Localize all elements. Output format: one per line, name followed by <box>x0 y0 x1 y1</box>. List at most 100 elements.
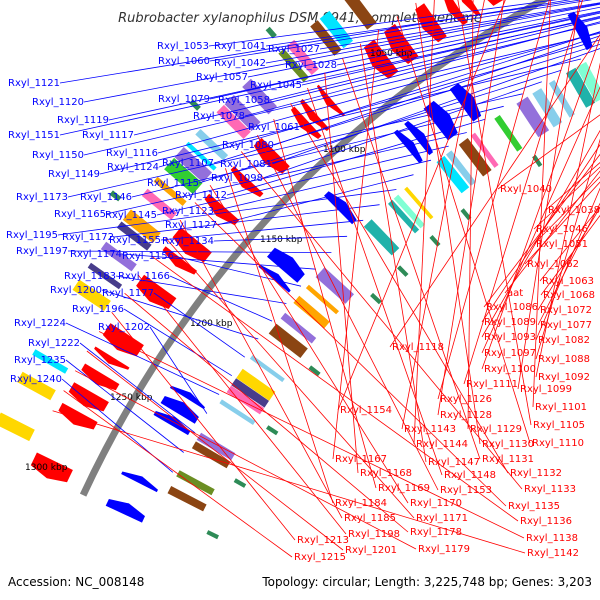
tick-label: 1300 kbp <box>25 463 68 473</box>
forward-gene-arrow <box>404 120 433 156</box>
forward-leader-line <box>113 204 380 238</box>
reverse-leader-line <box>517 0 580 390</box>
reverse-gene-label: Rxyl_1142 <box>527 548 579 559</box>
forward-gene-label: Rxyl_1115 <box>147 178 199 189</box>
reverse-leader-line <box>401 0 485 430</box>
reverse-gene-label: Rxyl_1093 <box>484 332 536 343</box>
reverse-leader-line <box>537 202 600 326</box>
forward-leader-line <box>79 342 196 434</box>
reverse-leader-line <box>111 312 296 541</box>
reverse-leader-line <box>535 138 600 360</box>
forward-leader-line <box>131 105 504 198</box>
cog-feature-outer <box>236 368 276 401</box>
forward-leader-line <box>83 3 600 103</box>
forward-gene-label: Rxyl_1177 <box>102 288 154 299</box>
cog-feature-outer <box>458 138 492 177</box>
forward-leader-line <box>209 0 593 62</box>
forward-leader-line <box>156 145 449 216</box>
reverse-gene-label: Rxyl_1178 <box>410 527 462 538</box>
reverse-gene-arrow <box>136 274 177 309</box>
rna-feature <box>265 26 277 39</box>
forward-leader-line <box>153 292 246 358</box>
reverse-gene-label: Rxyl_1198 <box>348 529 400 540</box>
reverse-leader-line <box>179 219 343 519</box>
reverse-gene-label: Rxyl_1169 <box>378 483 430 494</box>
cog-feature-inner <box>122 209 161 244</box>
reverse-gene-label: Rxyl_1082 <box>538 335 590 346</box>
reverse-leader-line <box>481 36 600 370</box>
reverse-gene-label: Rxyl_1105 <box>533 420 585 431</box>
label-leader-lines <box>52 0 600 558</box>
reverse-leader-line <box>342 58 481 460</box>
reverse-leader-line <box>151 255 519 522</box>
tick-label: 1150 kbp <box>260 235 303 245</box>
gene-labels: Rxyl_1053 Rxyl_1041 Rxyl_1027 Rxyl_1060 Rxyl… <box>6 41 600 563</box>
forward-gene-label: Rxyl_1150 <box>32 150 84 161</box>
reverse-gene-label: Rxyl_1136 <box>520 516 572 527</box>
forward-gene-label: Rxyl_1116 <box>106 148 158 159</box>
reverse-leader-line <box>481 129 600 338</box>
reverse-leader-line <box>504 170 600 294</box>
forward-gene-label: Rxyl_1124 <box>107 162 159 173</box>
forward-gene-arrow <box>105 499 145 523</box>
reverse-leader-line <box>290 103 509 474</box>
reverse-leader-line <box>86 350 344 551</box>
reverse-leader-line <box>165 237 415 519</box>
reverse-gene-label: Rxyl_1077 <box>540 320 592 331</box>
genome-title: Rubrobacter xylanophilus DSM 9941, compl… <box>118 11 482 26</box>
forward-gene-label: Rxyl_1045 <box>250 80 302 91</box>
reverse-leader-line <box>535 62 600 378</box>
cog-feature-outer <box>470 132 499 168</box>
forward-gene-label: Rxyl_1202 <box>98 322 150 333</box>
reverse-gene-label: Rxyl_1130 <box>482 439 534 450</box>
cog-feature-outer <box>293 295 330 329</box>
forward-leader-line <box>213 235 348 242</box>
cog-feature-inner <box>286 39 319 75</box>
reverse-gene-label: Rxyl_1184 <box>335 498 387 509</box>
cog-feature-outer <box>249 355 285 383</box>
forward-gene-label: Rxyl_1098 <box>211 173 263 184</box>
rna-feature <box>308 365 321 377</box>
cog-feature-inner <box>87 262 123 290</box>
forward-leader-line <box>262 81 542 179</box>
reverse-leader-line <box>194 202 507 507</box>
cog-feature-outer <box>363 219 400 256</box>
cog-feature-inner <box>185 141 217 171</box>
forward-gene-label: Rxyl_1183 <box>64 271 116 282</box>
reverse-gene-arrow <box>172 227 212 263</box>
reverse-leader-line <box>63 390 293 558</box>
forward-leader-line <box>247 6 600 78</box>
forward-leader-line <box>213 159 432 212</box>
reverse-leader-line <box>535 187 600 341</box>
forward-gene-label: Rxyl_1120 <box>32 97 84 108</box>
forward-gene-label: Rxyl_1134 <box>162 236 214 247</box>
reverse-leader-line <box>74 370 417 550</box>
reverse-gene-label: Rxyl_1118 <box>392 342 444 353</box>
forward-gene-arrow <box>153 411 191 436</box>
cog-feature-outer <box>231 378 269 408</box>
forward-gene-label: Rxyl_1155 <box>109 235 161 246</box>
rna-feature <box>266 425 279 436</box>
rna-feature <box>233 478 247 488</box>
genome-backbone <box>79 0 551 497</box>
forward-leader-line <box>299 31 600 128</box>
reverse-leader-line <box>98 331 525 539</box>
forward-gene-label: Rxyl_1165 <box>54 209 106 220</box>
reverse-gene-label: Rxyl_1179 <box>418 544 470 555</box>
forward-gene-label: Rxyl_1200 <box>50 285 102 296</box>
forward-leader-line <box>83 32 600 156</box>
forward-gene-label: Rxyl_1240 <box>10 374 62 385</box>
forward-leader-line <box>273 35 600 146</box>
forward-gene-label: Rxyl_1151 <box>8 130 60 141</box>
reverse-gene-label: Rxyl_1128 <box>440 410 492 421</box>
forward-gene-label: Rxyl_1195 <box>6 230 58 241</box>
forward-gene-label: Rxyl_1196 <box>72 304 124 315</box>
forward-gene-label: Rxyl_1173 <box>16 192 68 203</box>
forward-gene-label: Rxyl_1121 <box>8 78 60 89</box>
reverse-leader-line <box>337 0 506 411</box>
forward-gene-label: Rxyl_1058 <box>218 95 270 106</box>
forward-gene-label: Rxyl_1028 <box>285 60 337 71</box>
cog-feature-outer <box>404 186 434 220</box>
forward-leader-line <box>169 275 273 322</box>
